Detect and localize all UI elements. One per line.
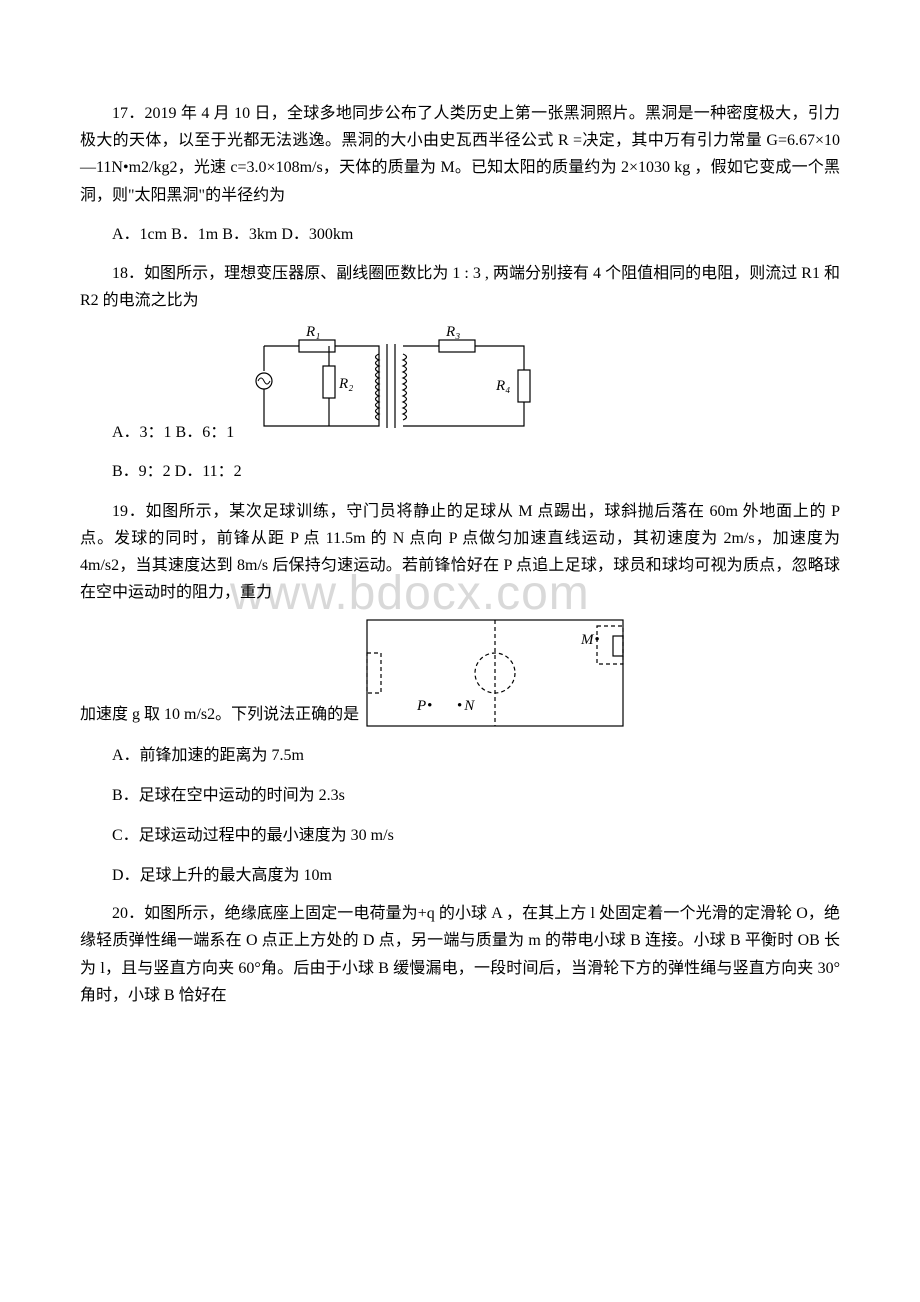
q19-field-diagram: M• P• •N [365,618,625,728]
label-P: P• [416,698,432,714]
q19-optA: A．前锋加速的距离为 7.5m [80,740,840,772]
q18-circuit-diagram: R₁ R₂ R₃ R₄ [244,326,544,446]
label-R2: R₂ [338,376,353,392]
q18-options-left: A．3：1 B．6：1 [80,419,234,446]
q19-optB: B．足球在空中运动的时间为 2.3s [80,780,840,812]
q20-text: 20．如图所示，绝缘底座上固定一电荷量为+q 的小球 A ，在其上方 l 处固定… [80,900,840,1009]
q17-text: 17．2019 年 4 月 10 日，全球多地同步公布了人类历史上第一张黑洞照片… [80,100,840,209]
label-R4: R₄ [495,378,510,394]
q19-optD: D．足球上升的最大高度为 10m [80,860,840,892]
q18-options-below: B．9：2 D．11：2 [80,458,840,485]
q19-optC: C．足球运动过程中的最小速度为 30 m/s [80,820,840,852]
q17-options: A．1cm B．1m B．3km D．300km [80,221,840,248]
label-N: •N [457,698,475,714]
q19-text-after: 加速度 g 取 10 m/s2。下列说法正确的是 [80,701,359,728]
q18-text: 18．如图所示，理想变压器原、副线圈匝数比为 1 : 3 , 两端分别接有 4 … [80,260,840,314]
label-M: M• [580,632,600,648]
label-R3: R₃ [445,326,460,340]
q19-figure-row: 加速度 g 取 10 m/s2。下列说法正确的是 M• [80,618,840,728]
label-R1: R₁ [305,326,320,340]
q19-text-before: 19．如图所示，某次足球训练，守门员将静止的足球从 M 点踢出，球斜抛后落在 6… [80,498,840,607]
q18-figure-row: A．3：1 B．6：1 [80,326,840,446]
